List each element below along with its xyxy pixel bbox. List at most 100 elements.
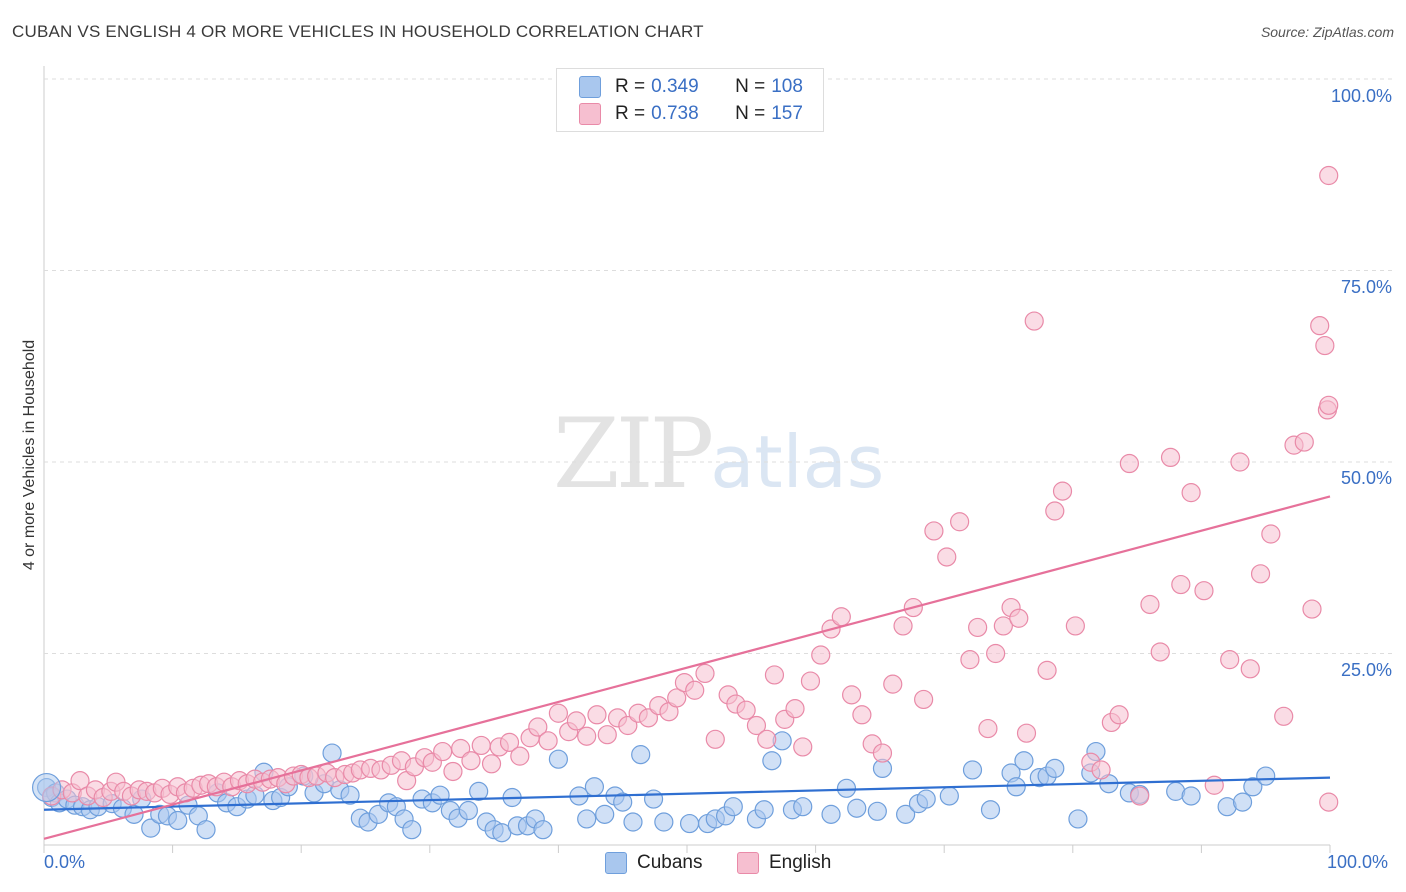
english-point — [1250, 564, 1271, 584]
english-point — [70, 771, 90, 791]
cubans-point — [613, 792, 633, 812]
cubans-point — [1256, 766, 1276, 786]
x-tick-label-100: 100.0% — [1327, 852, 1389, 872]
english-point — [1037, 660, 1057, 680]
english-point — [1052, 481, 1073, 501]
english-point — [1319, 395, 1339, 415]
cubans-point — [340, 785, 360, 805]
english-point — [433, 741, 453, 762]
y-tick-label-75: 75.0% — [1340, 277, 1392, 297]
cubans-point — [141, 818, 161, 838]
cubans-legend-label: Cubans — [637, 852, 703, 873]
legend-item-english[interactable]: English — [737, 852, 831, 874]
english-point — [1274, 706, 1294, 726]
cubans-point — [654, 812, 674, 832]
cubans-point — [1243, 777, 1263, 797]
stats-legend: R = 0.349 N = 108 R = 0.738 N = 157 — [556, 68, 824, 132]
watermark-zip: ZIP — [553, 398, 714, 510]
english-point — [577, 726, 597, 746]
english-point — [538, 731, 558, 751]
cubans-point — [847, 798, 867, 818]
english-point — [960, 650, 980, 670]
legend-n-label: N = — [735, 103, 766, 124]
cubans-point — [939, 786, 959, 806]
english-point — [736, 700, 756, 720]
legend-row-cubans: R = 0.349 N = 108 — [579, 75, 803, 99]
english-point — [842, 685, 862, 705]
cubans-point — [762, 751, 782, 771]
cubans-point — [1006, 777, 1026, 797]
english-point — [510, 746, 530, 766]
cubans-point — [821, 804, 841, 824]
english-point — [1016, 723, 1037, 743]
legend-row-english: R = 0.738 N = 157 — [579, 102, 803, 126]
cubans-point — [643, 789, 664, 809]
english-point — [1119, 453, 1139, 474]
y-tick-label-100: 100.0% — [1330, 86, 1392, 106]
english-point — [757, 729, 777, 749]
english-point — [481, 754, 502, 774]
english-point — [461, 751, 481, 771]
english-r-value: 0.738 — [651, 103, 699, 124]
english-point — [1230, 452, 1250, 472]
english-swatch — [579, 103, 601, 125]
chart-title: CUBAN VS ENGLISH 4 OR MORE VEHICLES IN H… — [12, 22, 704, 41]
english-point — [695, 663, 715, 684]
english-point — [1109, 705, 1129, 725]
english-point — [443, 761, 463, 782]
english-point — [924, 521, 944, 541]
english-point — [793, 737, 813, 757]
english-point — [705, 729, 725, 749]
cubans-point — [867, 801, 887, 821]
english-point — [566, 711, 587, 731]
cubans-point — [916, 789, 936, 809]
english-n-value: 157 — [771, 103, 803, 124]
english-point — [1024, 311, 1044, 331]
cubans-point — [631, 745, 651, 765]
cubans-point — [1045, 758, 1065, 779]
english-point — [499, 732, 520, 752]
legend-n-label: N = — [735, 76, 766, 97]
english-point — [667, 688, 687, 708]
english-point — [1302, 599, 1322, 619]
y-tick-label-50: 50.0% — [1340, 468, 1392, 488]
cubans-r-value: 0.349 — [651, 76, 699, 97]
english-point — [1160, 447, 1181, 468]
cubans-point — [458, 800, 478, 821]
cubans-point — [402, 820, 422, 840]
english-point — [811, 645, 831, 665]
cubans-point — [896, 804, 916, 824]
cubans-point — [430, 785, 450, 805]
cubans-point — [980, 800, 1001, 820]
english-point — [978, 718, 998, 739]
legend-r-label: R = — [615, 76, 646, 97]
english-point — [764, 665, 785, 685]
english-point — [746, 715, 767, 736]
cubans-point — [793, 797, 813, 817]
english-point — [618, 715, 638, 736]
english-point — [914, 689, 934, 710]
english-point — [968, 617, 988, 638]
english-point — [1294, 432, 1314, 452]
cubans-point — [1014, 751, 1034, 771]
series-legend: Cubans English — [0, 852, 1406, 876]
english-point — [1045, 501, 1065, 521]
english-point — [1310, 316, 1330, 336]
english-point — [1204, 775, 1224, 795]
english-point — [685, 680, 705, 700]
english-point — [937, 547, 957, 567]
cubans-point — [168, 810, 188, 831]
legend-item-cubans[interactable]: Cubans — [605, 852, 703, 874]
english-point — [986, 643, 1006, 664]
english-legend-swatch — [737, 852, 759, 874]
source-label: Source: ZipAtlas.com — [1260, 24, 1394, 40]
english-point — [638, 708, 659, 728]
cubans-point — [533, 820, 553, 840]
english-trend-line — [43, 495, 1331, 840]
english-point — [1140, 594, 1160, 615]
cubans-trend-line — [43, 776, 1331, 811]
english-point — [587, 705, 607, 725]
english-point — [1065, 616, 1085, 636]
cubans-point — [469, 781, 489, 801]
cubans-cluster-point — [31, 772, 62, 803]
